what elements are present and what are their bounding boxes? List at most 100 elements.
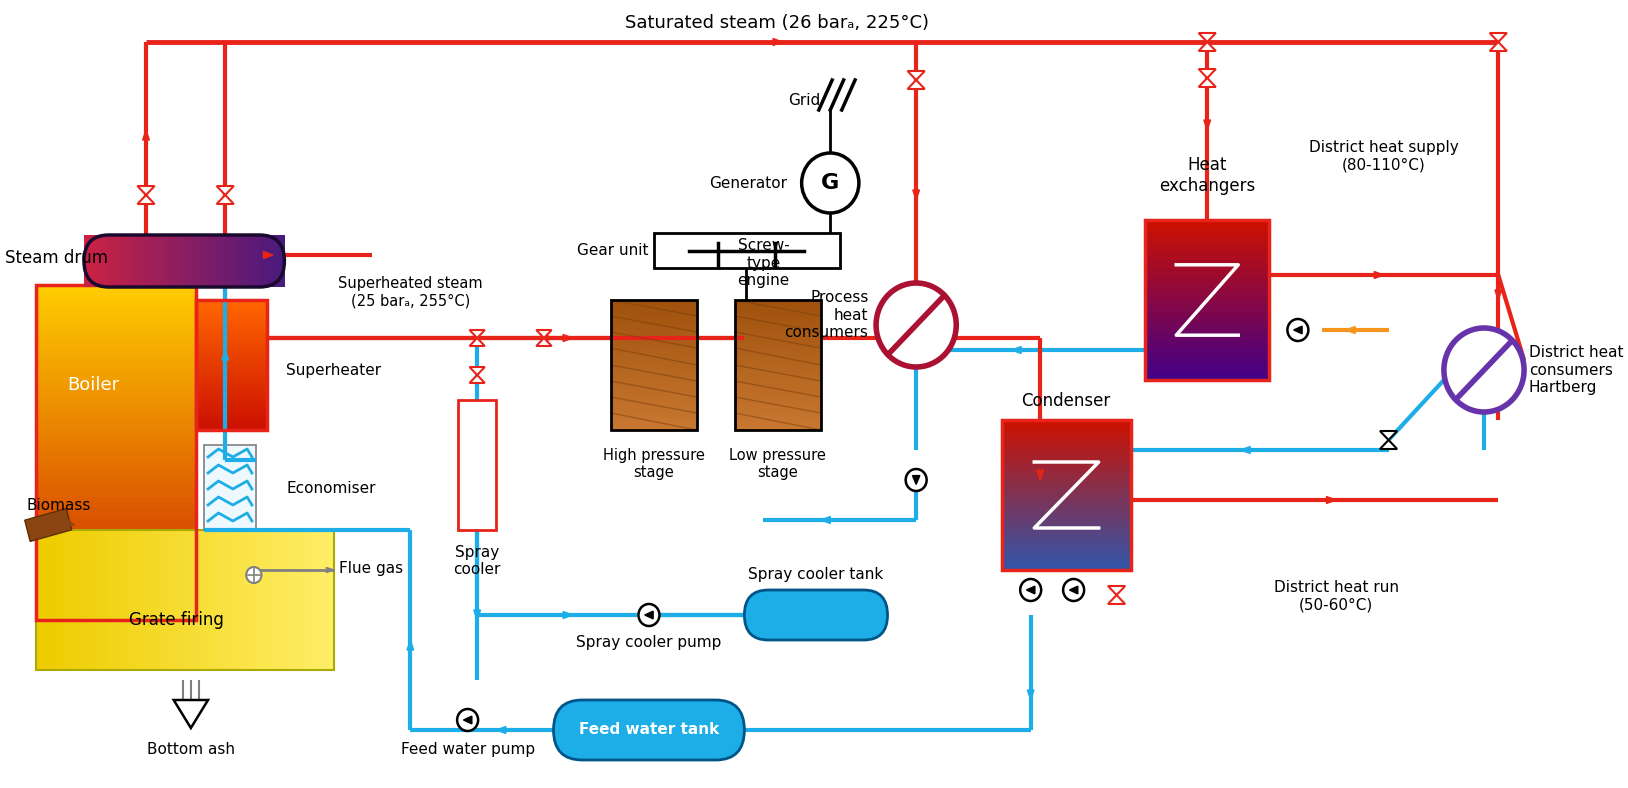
Text: Spray cooler tank: Spray cooler tank [749,567,884,582]
Circle shape [1063,579,1084,601]
Polygon shape [326,567,334,573]
Text: G: G [821,173,840,193]
Polygon shape [264,251,274,258]
Polygon shape [1381,431,1397,440]
Circle shape [801,153,860,213]
Text: High pressure
stage: High pressure stage [602,448,705,481]
Polygon shape [407,640,414,650]
Polygon shape [563,611,573,619]
FancyBboxPatch shape [554,700,744,760]
Text: Superheated steam
(25 barₐ, 255°C): Superheated steam (25 barₐ, 255°C) [339,276,482,308]
Bar [195,300,267,430]
Text: Heat
exchangers: Heat exchangers [1159,156,1255,195]
Polygon shape [469,330,485,338]
Polygon shape [1198,78,1216,87]
Polygon shape [474,610,480,620]
Polygon shape [1327,496,1337,504]
Circle shape [1444,328,1524,412]
Polygon shape [913,190,920,200]
Bar [610,300,697,430]
Polygon shape [1346,326,1354,333]
Polygon shape [464,716,472,724]
Bar [36,530,334,670]
Circle shape [246,567,262,583]
Bar [1144,220,1270,380]
Polygon shape [137,186,155,195]
Circle shape [876,283,956,367]
Circle shape [1021,579,1042,601]
Text: Generator: Generator [710,176,788,191]
Bar [1003,420,1131,570]
Polygon shape [469,375,485,383]
Text: Gear unit: Gear unit [578,243,650,258]
Text: Low pressure
stage: Low pressure stage [729,448,827,481]
Text: District heat
consumers
Hartberg: District heat consumers Hartberg [1529,345,1623,395]
Text: Flue gas: Flue gas [339,560,402,575]
Polygon shape [645,611,653,619]
Text: Process
heat
consumers: Process heat consumers [785,290,868,340]
Bar [204,445,256,530]
Polygon shape [469,367,485,375]
Text: Superheater: Superheater [287,362,381,377]
Bar [24,508,72,541]
Circle shape [1288,319,1309,341]
Bar [457,400,497,530]
Text: Saturated steam (26 barₐ, 225°C): Saturated steam (26 barₐ, 225°C) [625,14,930,32]
Polygon shape [1027,586,1035,594]
Polygon shape [1198,33,1216,42]
Text: Grid: Grid [788,92,821,107]
Text: Economiser: Economiser [287,481,376,496]
Polygon shape [1374,272,1384,278]
Polygon shape [773,39,783,46]
Polygon shape [1198,69,1216,78]
Polygon shape [1070,586,1078,594]
Polygon shape [497,727,506,734]
Polygon shape [821,516,830,523]
Text: Spray
cooler: Spray cooler [454,545,501,578]
Polygon shape [67,520,75,525]
Polygon shape [137,195,155,204]
Polygon shape [536,330,552,338]
Polygon shape [221,350,228,360]
Text: Feed water pump: Feed water pump [400,742,534,757]
Polygon shape [1011,347,1021,354]
Circle shape [457,709,479,731]
Polygon shape [1381,440,1397,449]
Polygon shape [1037,470,1044,480]
Polygon shape [217,186,234,195]
Polygon shape [536,338,552,346]
Polygon shape [544,334,554,341]
Text: Feed water tank: Feed water tank [580,723,720,738]
Polygon shape [1495,290,1501,300]
Text: Boiler: Boiler [67,376,119,394]
Polygon shape [1109,586,1125,595]
Polygon shape [716,727,726,734]
Polygon shape [469,338,485,346]
Text: Spray cooler pump: Spray cooler pump [576,635,721,650]
Circle shape [638,604,659,626]
Text: Grate firing: Grate firing [129,611,225,629]
Polygon shape [1294,326,1302,334]
Polygon shape [217,195,234,204]
Polygon shape [1027,690,1034,700]
Polygon shape [1241,447,1250,454]
FancyBboxPatch shape [744,590,887,640]
Polygon shape [1109,595,1125,604]
Polygon shape [1203,120,1211,130]
Polygon shape [907,71,925,80]
Text: Bottom ash: Bottom ash [147,742,234,757]
Polygon shape [1490,42,1508,51]
Text: Screw-
type
engine: Screw- type engine [737,238,790,288]
Bar [654,233,840,268]
Text: Biomass: Biomass [26,497,91,512]
Text: Steam drum: Steam drum [5,249,107,267]
Bar [734,300,821,430]
Polygon shape [143,130,150,140]
Polygon shape [907,80,925,89]
Circle shape [905,469,926,491]
Polygon shape [563,334,573,341]
Polygon shape [1198,42,1216,51]
Text: District heat supply
(80-110°C): District heat supply (80-110°C) [1309,140,1459,173]
Polygon shape [1490,33,1508,42]
Text: District heat run
(50-60°C): District heat run (50-60°C) [1273,580,1398,612]
